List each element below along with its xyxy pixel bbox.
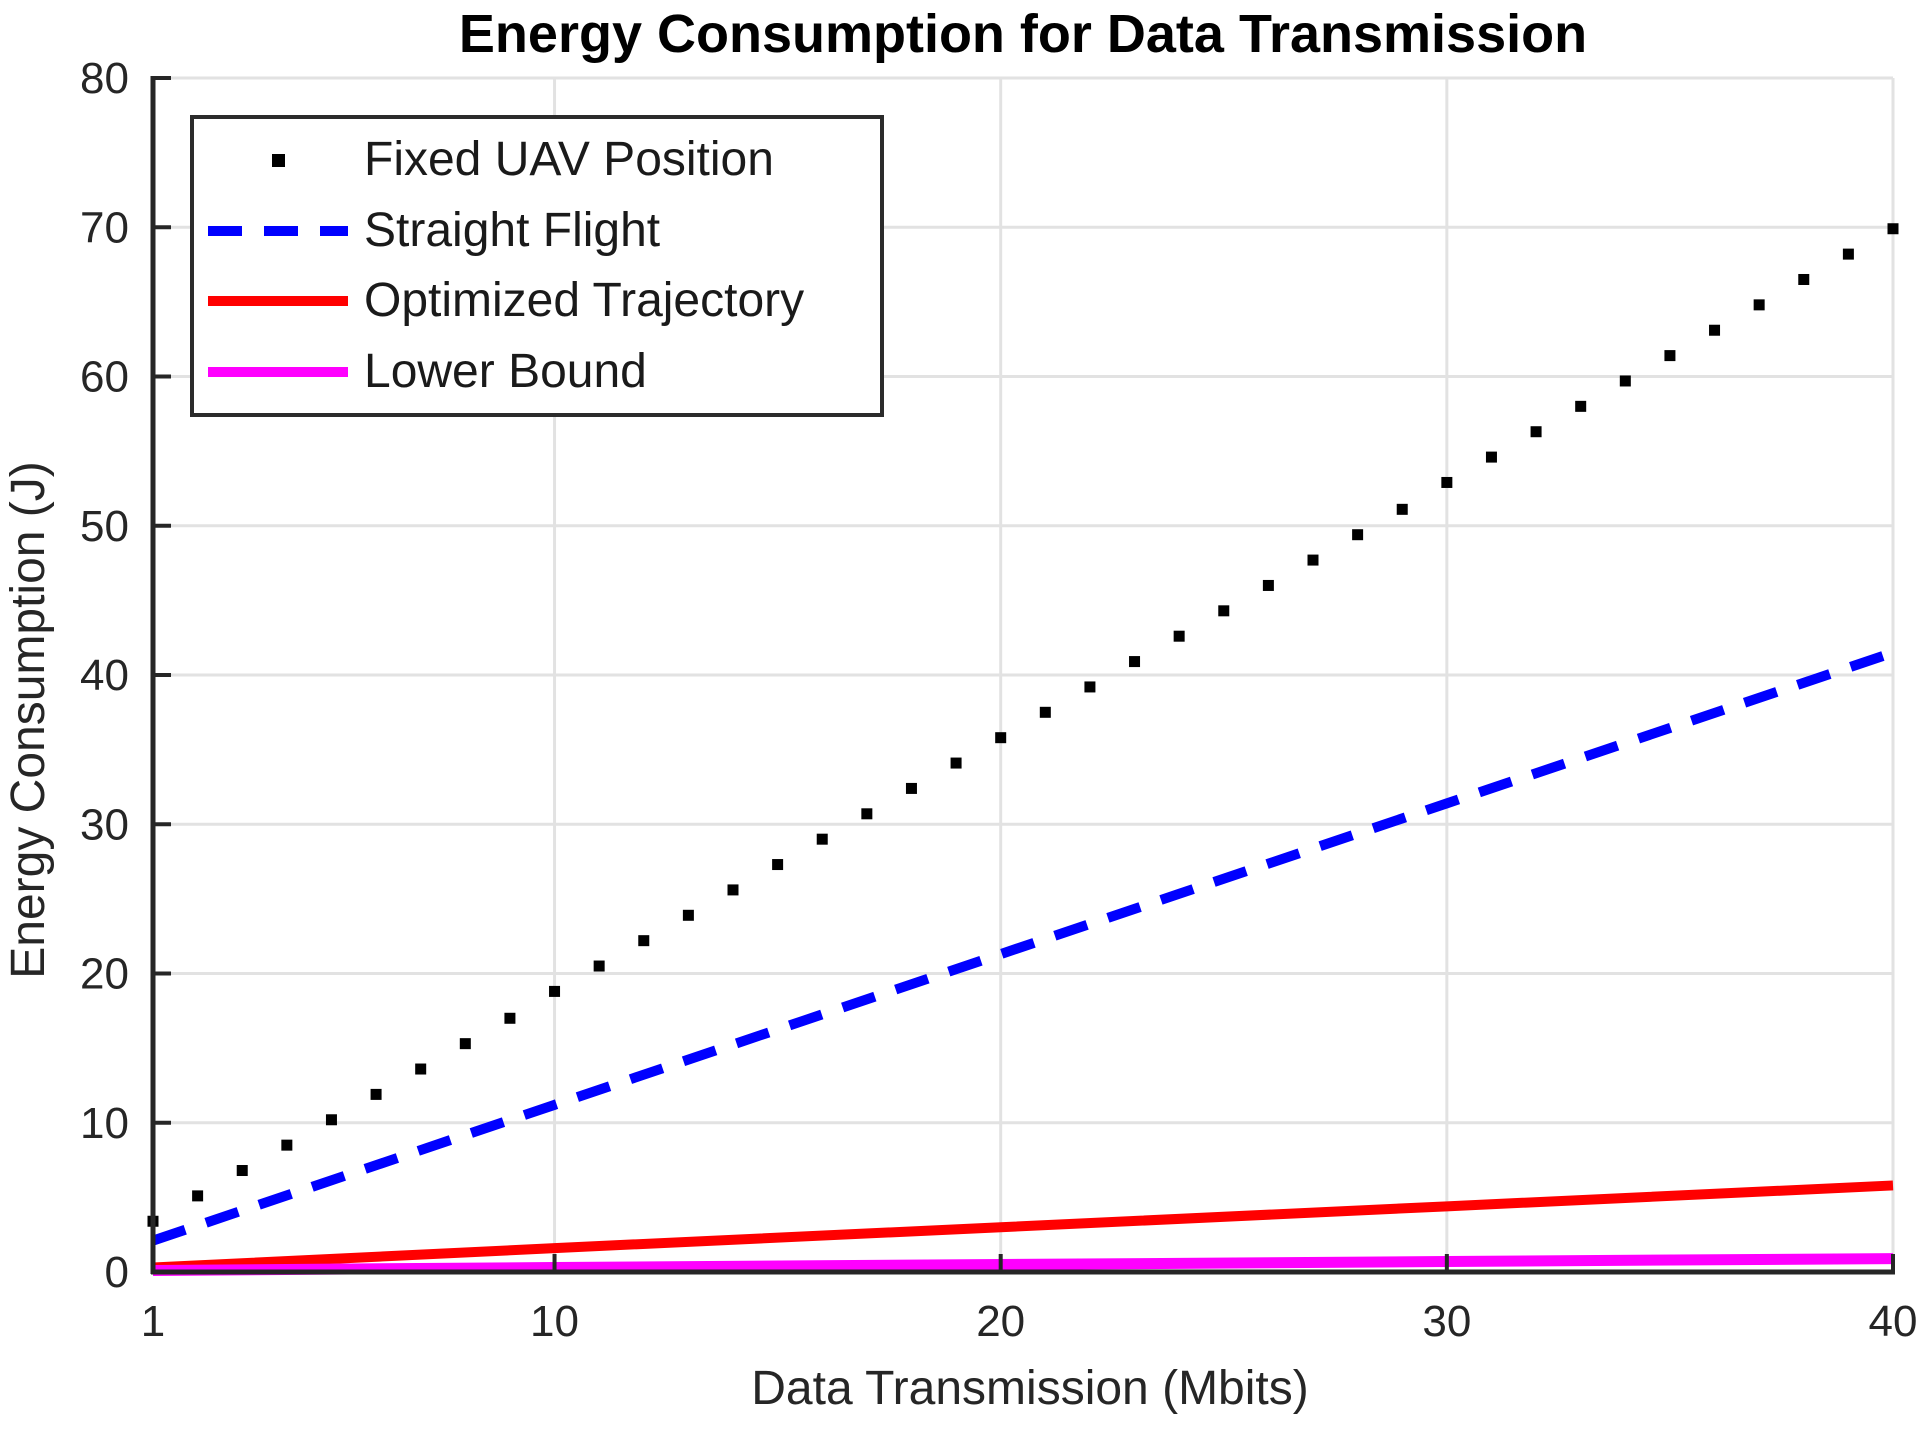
- data-point: [1530, 426, 1542, 438]
- x-tick-label: 1: [141, 1297, 165, 1346]
- y-tick-label: 40: [80, 651, 129, 700]
- legend-item: Lower Bound: [194, 338, 880, 406]
- data-point: [905, 782, 917, 794]
- data-point: [281, 1139, 293, 1151]
- data-point: [1396, 503, 1408, 515]
- y-tick-label: 80: [80, 54, 129, 103]
- data-point: [593, 960, 605, 972]
- y-tick-label: 20: [80, 950, 129, 999]
- solid-line-icon: [208, 296, 348, 307]
- x-tick-label: 10: [530, 1297, 579, 1346]
- data-point: [1619, 375, 1631, 387]
- legend-label: Straight Flight: [364, 203, 661, 257]
- y-tick-label: 0: [105, 1248, 129, 1297]
- legend-item: Straight Flight: [194, 197, 880, 265]
- y-tick-label: 10: [80, 1099, 129, 1148]
- data-point: [638, 935, 650, 947]
- data-point: [1798, 273, 1810, 285]
- scatter-series-0: [147, 223, 1899, 1227]
- dashed-line-icon: [208, 225, 348, 236]
- data-point: [370, 1088, 382, 1100]
- data-point: [1485, 451, 1497, 463]
- data-point: [1129, 656, 1141, 668]
- y-tick-label: 60: [80, 353, 129, 402]
- axes: [150, 76, 1895, 1275]
- y-axis-label: Energy Consumption (J): [2, 461, 55, 979]
- x-tick-label: 40: [1869, 1297, 1918, 1346]
- data-point: [1218, 605, 1230, 617]
- legend-dot-marker: [208, 153, 348, 167]
- y-tick-label: 50: [80, 502, 129, 551]
- legend-item: Optimized Trajectory: [194, 267, 880, 335]
- data-point: [1084, 681, 1096, 693]
- data-point: [192, 1190, 204, 1202]
- line-series-3: [152, 1253, 1894, 1277]
- legend-item: Fixed UAV Position: [194, 126, 880, 194]
- data-point: [1173, 630, 1185, 642]
- data-point: [504, 1012, 516, 1024]
- data-point: [1307, 554, 1319, 566]
- data-point: [1039, 706, 1051, 718]
- line-series-1: [151, 647, 1895, 1246]
- legend-label: Lower Bound: [364, 344, 647, 398]
- line-series-2: [152, 1180, 1894, 1273]
- dot-marker-icon: [271, 153, 285, 167]
- legend-line-marker: [208, 366, 348, 377]
- y-tick-label: 70: [80, 203, 129, 252]
- legend: Fixed UAV Position Straight Flight Optimiz…: [190, 115, 884, 417]
- data-point: [1709, 324, 1721, 336]
- y-tick-label: 30: [80, 800, 129, 849]
- data-point: [325, 1114, 337, 1126]
- data-point: [1842, 248, 1854, 260]
- data-point: [1664, 350, 1676, 362]
- data-point: [1262, 579, 1274, 591]
- data-point: [459, 1038, 471, 1050]
- tick-labels: 0 10 20 30 40 50 60 70 80 1 10 20 30 40: [80, 54, 1917, 1346]
- chart-title: Energy Consumption for Data Transmission: [459, 4, 1587, 64]
- data-point: [1352, 529, 1364, 541]
- data-point: [1887, 223, 1899, 235]
- data-point: [236, 1165, 248, 1177]
- data-point: [415, 1063, 427, 1075]
- data-point: [682, 909, 694, 921]
- legend-label: Fixed UAV Position: [364, 133, 774, 187]
- x-axis-label: Data Transmission (Mbits): [751, 1362, 1308, 1415]
- x-tick-label: 30: [1422, 1297, 1471, 1346]
- data-point: [1753, 299, 1765, 311]
- x-tick-label: 20: [976, 1297, 1025, 1346]
- data-point: [950, 757, 962, 769]
- data-point: [1575, 400, 1587, 412]
- solid-line-icon: [208, 366, 348, 377]
- data-point: [861, 808, 873, 820]
- data-point: [1441, 476, 1453, 488]
- legend-label: Optimized Trajectory: [364, 274, 805, 328]
- data-point: [727, 884, 739, 896]
- legend-line-marker: [208, 296, 348, 307]
- data-point: [772, 859, 784, 871]
- data-point: [995, 732, 1007, 744]
- legend-line-marker: [208, 225, 348, 236]
- data-point: [816, 833, 828, 845]
- data-point: [549, 985, 561, 997]
